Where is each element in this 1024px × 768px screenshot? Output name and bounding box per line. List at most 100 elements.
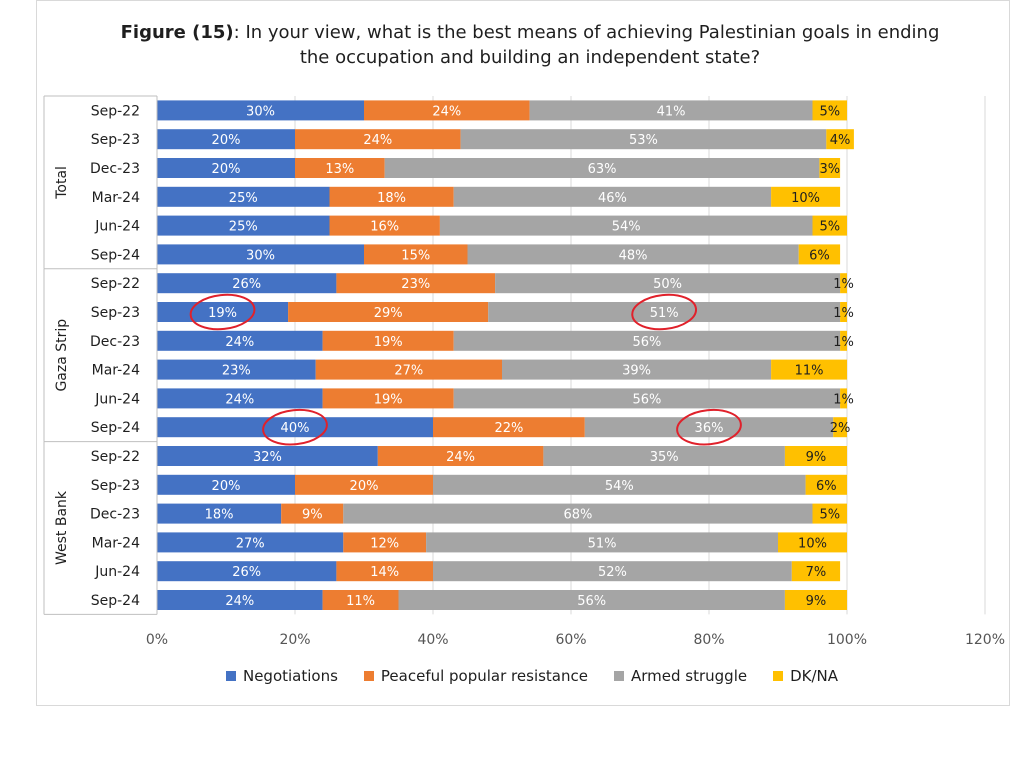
bar-segment [840, 273, 847, 294]
bar-segment [281, 503, 344, 524]
bar-segment [784, 590, 847, 610]
legend-label: Peaceful popular resistance [380, 667, 588, 685]
bar-segment [439, 215, 813, 236]
bar-segment [433, 417, 585, 438]
bar-segment [157, 186, 330, 207]
data-label: 3% [819, 162, 840, 177]
bar-segment [833, 417, 847, 438]
category-label: Jun-24 [94, 564, 140, 580]
legend-swatch [363, 671, 374, 681]
data-label: 1% [833, 335, 854, 350]
x-tick-label: 60% [555, 632, 586, 648]
data-label: 27% [394, 364, 423, 379]
bar-segment [288, 302, 489, 322]
bar-segment [771, 186, 841, 207]
bar-segment [329, 215, 440, 236]
bar-segment [157, 446, 378, 466]
data-label: 16% [370, 220, 399, 235]
data-label: 25% [229, 191, 258, 206]
data-label: 40% [281, 421, 310, 436]
stacked-bar-chart: 0% 20% 40% 60% 80% 100% 120% Total Sep-22 30% 24% 4… [43, 95, 1005, 648]
data-label: 10% [791, 191, 820, 206]
group-label: Gaza Strip [54, 319, 70, 392]
legend-item: Peaceful popular resistance [363, 667, 588, 685]
data-label: 5% [819, 104, 840, 119]
bar-segment [840, 330, 847, 351]
bar-segment [157, 590, 323, 610]
data-label: 24% [225, 392, 254, 407]
data-label: 15% [401, 248, 430, 263]
category-label: Sep-22 [91, 449, 140, 465]
bar-segment [377, 446, 544, 466]
x-tick-label: 120% [965, 632, 1005, 648]
red-circle-annotation [676, 408, 742, 446]
data-label: 7% [806, 565, 827, 580]
bar-segment [433, 561, 792, 582]
data-label: 1% [833, 306, 854, 321]
bar-segment [791, 561, 841, 582]
data-label: 6% [809, 248, 830, 263]
bar-segment [529, 100, 813, 121]
bar-segment [453, 388, 841, 409]
bar-segment [157, 359, 316, 380]
data-label: 18% [377, 191, 406, 206]
data-label: 30% [246, 104, 275, 119]
bar-segment [543, 446, 785, 466]
data-label: 54% [605, 479, 634, 494]
data-label: 24% [363, 133, 392, 148]
bar-segment [157, 532, 344, 553]
category-label: Jun-24 [94, 391, 140, 407]
data-label: 54% [612, 220, 641, 235]
category-label: Sep-24 [91, 593, 140, 609]
category-label: Dec-23 [90, 334, 140, 350]
data-label: 19% [208, 306, 237, 321]
bar-segment [488, 302, 841, 322]
bar-segment [826, 129, 854, 150]
bar-segment [812, 100, 847, 121]
group-label: West Bank [54, 490, 70, 565]
title-question: : In your view, what is the best means o… [233, 22, 940, 68]
bar-segment [584, 417, 834, 438]
data-label: 46% [598, 191, 627, 206]
data-label: 1% [833, 277, 854, 292]
category-label: Dec-23 [90, 507, 140, 523]
data-label: 53% [629, 133, 658, 148]
bar-segment [157, 244, 364, 265]
data-label: 52% [598, 565, 627, 580]
data-label: 39% [622, 364, 651, 379]
bar-segment [798, 244, 841, 265]
legend-swatch [613, 671, 624, 681]
data-label: 41% [657, 104, 686, 119]
category-label: Sep-22 [91, 103, 140, 119]
x-tick-label: 80% [693, 632, 724, 648]
data-label: 24% [446, 450, 475, 465]
red-circle-annotation [631, 293, 698, 331]
data-label: 26% [232, 565, 261, 580]
data-label: 14% [370, 565, 399, 580]
bar-segment [502, 359, 772, 380]
bar-segment [329, 186, 454, 207]
data-label: 19% [374, 392, 403, 407]
data-label: 50% [653, 277, 682, 292]
bar-segment [819, 158, 841, 178]
legend-item: DK/NA [773, 667, 838, 685]
data-label: 51% [588, 536, 617, 551]
bar-segment [295, 474, 433, 495]
legend-item: Negotiations [225, 667, 338, 685]
data-label: 63% [588, 162, 617, 177]
data-label: 56% [632, 392, 661, 407]
bar-segment [315, 359, 502, 380]
data-label: 51% [650, 306, 679, 321]
bar-segment [157, 158, 295, 178]
data-label: 9% [806, 594, 827, 609]
category-label: Mar-24 [92, 190, 140, 206]
data-label: 68% [563, 508, 592, 523]
bar-segment [771, 359, 847, 380]
bar-segment [840, 388, 847, 409]
category-label: Sep-24 [91, 420, 140, 436]
bar-segment [784, 446, 847, 466]
data-label: 20% [212, 133, 241, 148]
bar-segment [157, 503, 282, 524]
data-label: 19% [374, 335, 403, 350]
bar-segment [453, 330, 841, 351]
